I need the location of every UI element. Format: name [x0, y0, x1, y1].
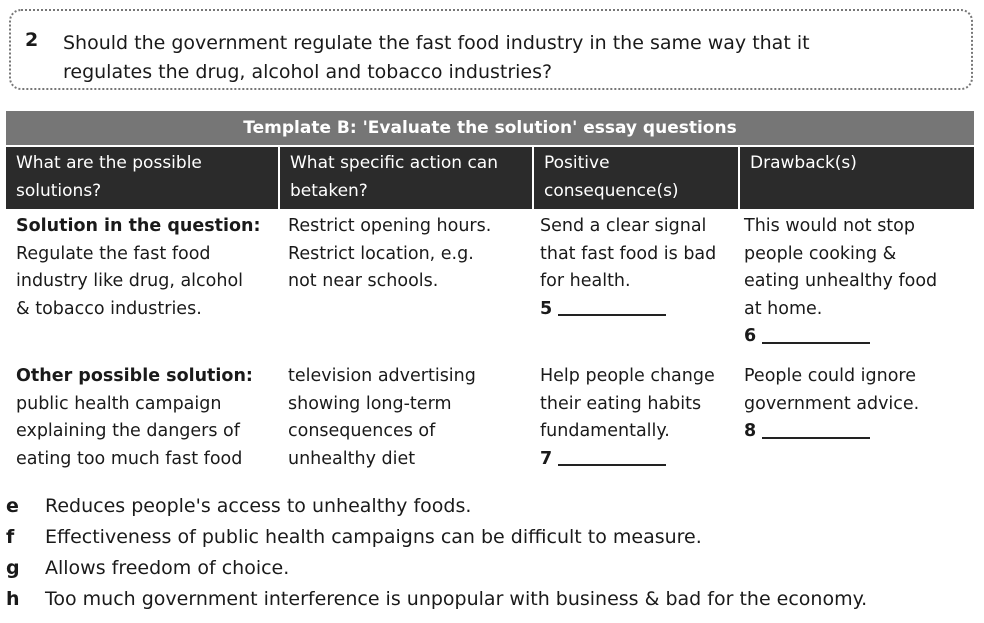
question-line: Should the government regulate the fast … [63, 32, 810, 54]
drawback-cell: People could ignore government advice. 8 [734, 363, 968, 481]
header-line: betaken? [290, 181, 368, 201]
cell-line: not near schools. [288, 271, 439, 291]
cell-line: Restrict opening hours. [288, 216, 492, 236]
header-line: consequence(s) [544, 181, 679, 201]
question-box: 2 Should the government regulate the fas… [9, 9, 973, 90]
action-cell: television advertising showing long-term… [278, 363, 530, 481]
blank-line [762, 436, 871, 439]
option-item[interactable]: e Reduces people's access to unhealthy f… [6, 491, 981, 522]
blank-line [558, 313, 667, 316]
positive-cell: Help people change their eating habits f… [530, 363, 734, 481]
blank-line [762, 341, 871, 344]
cell-line: eating too much fast food [16, 448, 243, 469]
answer-options: e Reduces people's access to unhealthy f… [6, 491, 981, 615]
answer-blank[interactable]: 7 [540, 446, 734, 474]
cell-line: Help people change [540, 366, 715, 386]
answer-blank[interactable]: 8 [744, 418, 968, 446]
solution-heading: Solution in the question: [16, 216, 261, 236]
solution-heading: Other possible solution: [16, 366, 253, 386]
question-text: Should the government regulate the fast … [63, 29, 943, 87]
cell-line: people cooking & [744, 243, 897, 264]
answer-number: 8 [744, 421, 757, 441]
header-line: Drawback(s) [750, 153, 857, 173]
header-line: solutions? [16, 181, 102, 201]
cell-line: Regulate the fast food [16, 243, 211, 264]
cell-line: their eating habits [540, 393, 702, 414]
header-possible-solutions: What are the possible solutions? [6, 147, 278, 209]
blank-line [558, 463, 667, 466]
template-table: Template B: 'Evaluate the solution' essa… [6, 111, 974, 481]
header-drawbacks: Drawback(s) [740, 147, 974, 209]
cell-line: for health. [540, 271, 631, 291]
solution-cell: Solution in the question: Regulate the f… [6, 213, 278, 363]
cell-line: television advertising [288, 366, 476, 386]
cell-line: at home. [744, 298, 823, 319]
header-positive-consequences: Positive consequence(s) [534, 147, 738, 209]
option-text: Effectiveness of public health campaigns… [45, 526, 702, 548]
drawback-cell: This would not stop people cooking & eat… [734, 213, 968, 363]
answer-number: 5 [540, 298, 553, 319]
question-line: regulates the drug, alcohol and tobacco … [63, 61, 553, 83]
cell-line: explaining the dangers of [16, 421, 240, 441]
cell-line: People could ignore [744, 366, 917, 386]
cell-line: unhealthy diet [288, 448, 416, 469]
cell-line: consequences of [288, 421, 436, 441]
cell-line: government advice. [744, 393, 920, 414]
table-header-row: What are the possible solutions? What sp… [6, 147, 974, 209]
header-line: Positive [544, 153, 610, 173]
cell-line: public health campaign [16, 393, 222, 414]
cell-line: This would not stop [744, 216, 915, 236]
cell-line: industry like drug, alcohol [16, 271, 244, 291]
answer-blank[interactable]: 5 [540, 296, 734, 324]
action-cell: Restrict opening hours. Restrict locatio… [278, 213, 530, 363]
answer-number: 6 [744, 326, 757, 346]
option-letter: h [6, 588, 20, 610]
option-letter: f [6, 526, 15, 548]
option-item[interactable]: g Allows freedom of choice. [6, 553, 981, 584]
option-text: Allows freedom of choice. [45, 557, 290, 579]
cell-line: Send a clear signal [540, 216, 707, 236]
answer-blank[interactable]: 6 [744, 323, 968, 351]
option-letter: g [6, 557, 20, 579]
header-line: What specific action can [290, 153, 498, 173]
cell-line: showing long-term [288, 393, 452, 414]
option-text: Too much government interference is unpo… [45, 588, 868, 610]
answer-number: 7 [540, 448, 553, 469]
cell-line: that fast food is bad [540, 243, 717, 264]
table-row: Solution in the question: Regulate the f… [6, 209, 974, 363]
positive-cell: Send a clear signal that fast food is ba… [530, 213, 734, 363]
header-specific-action: What specific action can betaken? [280, 147, 532, 209]
cell-line: fundamentally. [540, 421, 670, 441]
question-number: 2 [25, 29, 39, 51]
header-line: What are the possible [16, 153, 202, 173]
template-title: Template B: 'Evaluate the solution' essa… [6, 111, 974, 145]
cell-line: & tobacco industries. [16, 298, 202, 319]
cell-line: eating unhealthy food [744, 271, 938, 291]
option-text: Reduces people's access to unhealthy foo… [45, 495, 472, 517]
option-item[interactable]: h Too much government interference is un… [6, 584, 981, 615]
option-item[interactable]: f Effectiveness of public health campaig… [6, 522, 981, 553]
table-row: Other possible solution: public health c… [6, 363, 974, 481]
cell-line: Restrict location, e.g. [288, 243, 474, 264]
option-letter: e [6, 495, 19, 517]
solution-cell: Other possible solution: public health c… [6, 363, 278, 481]
